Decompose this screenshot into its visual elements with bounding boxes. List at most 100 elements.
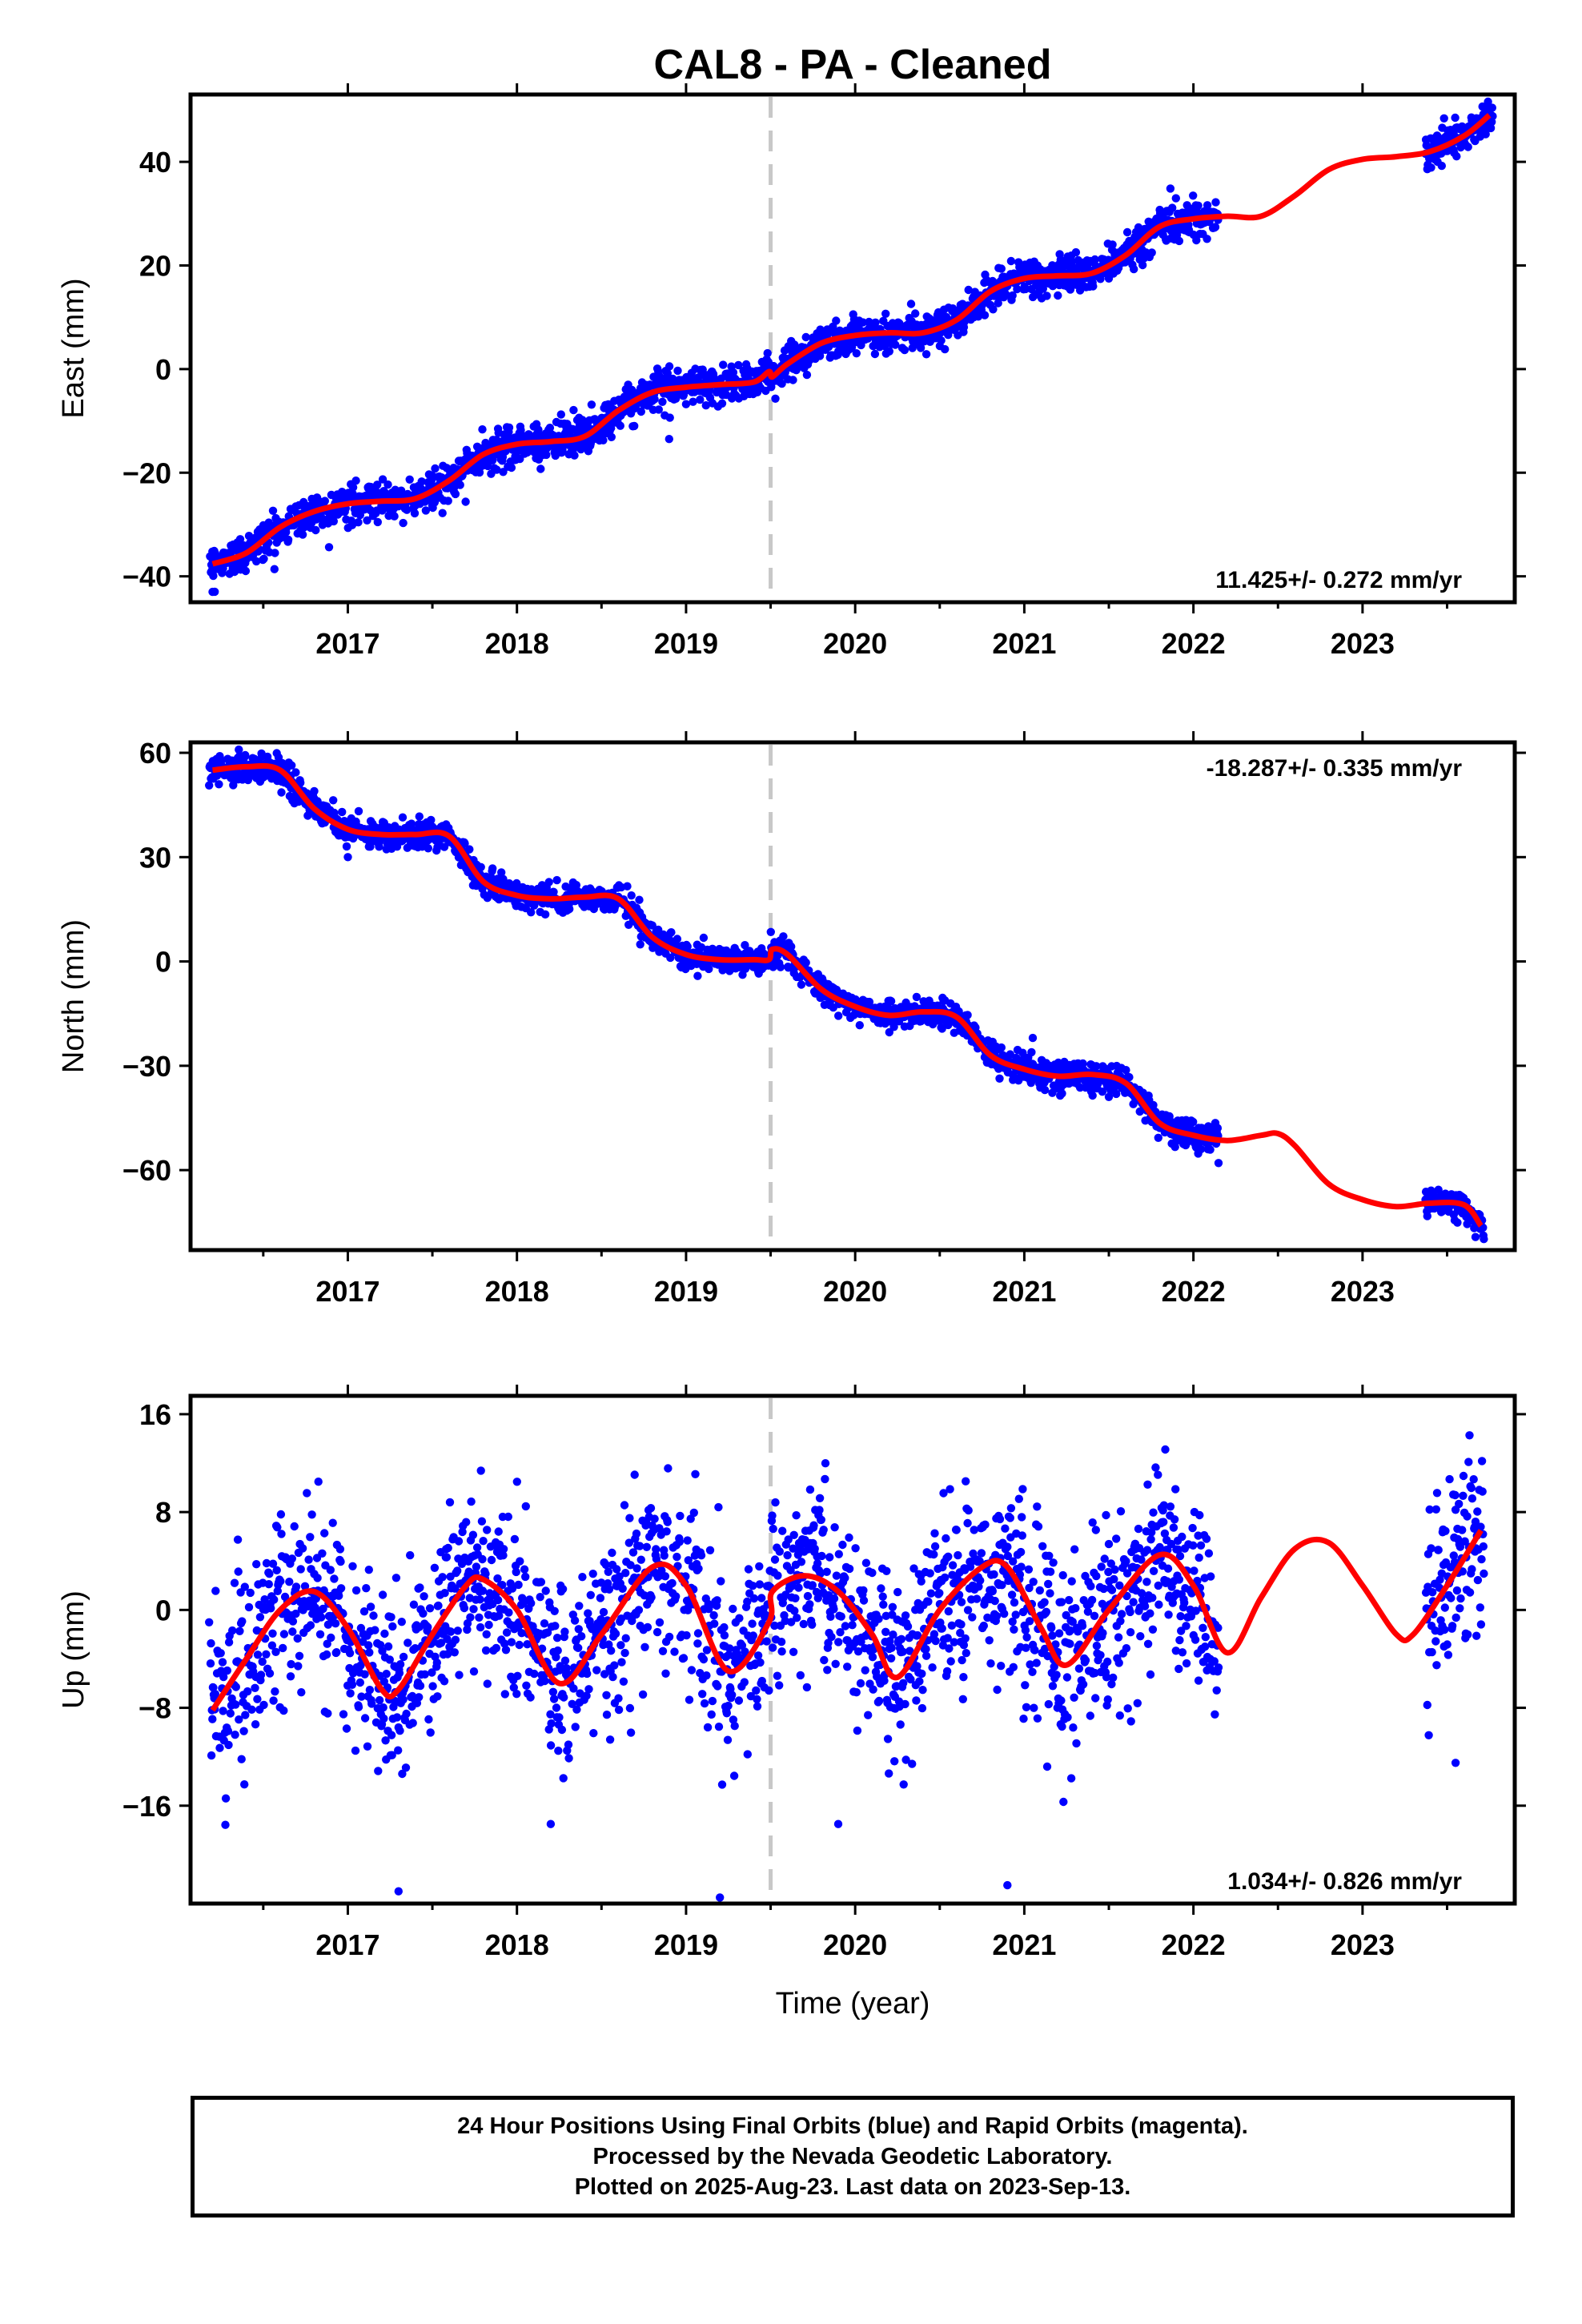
data-point <box>610 1661 619 1670</box>
data-point <box>424 1622 432 1632</box>
data-point <box>287 761 296 770</box>
data-point <box>618 1584 627 1594</box>
data-point <box>515 1640 524 1650</box>
data-point <box>230 1578 239 1587</box>
data-point <box>574 1625 583 1634</box>
data-point <box>1021 284 1030 294</box>
data-point <box>741 941 749 950</box>
data-point <box>378 1590 387 1599</box>
data-point <box>398 813 408 822</box>
data-point <box>995 1074 1004 1084</box>
data-point <box>630 421 639 431</box>
data-point <box>428 1682 437 1691</box>
data-point <box>635 895 644 904</box>
x-tick-label: 2017 <box>315 627 379 660</box>
data-point <box>832 316 841 325</box>
data-point <box>500 1690 509 1699</box>
data-point <box>313 1574 322 1582</box>
data-point <box>1166 184 1175 193</box>
data-point <box>273 1586 282 1596</box>
data-point <box>451 1635 460 1644</box>
data-point <box>375 1695 384 1705</box>
data-point <box>626 1728 636 1737</box>
data-point <box>295 1651 304 1660</box>
data-point <box>571 1723 580 1731</box>
x-tick-label: 2020 <box>823 1275 887 1308</box>
data-point <box>215 1743 224 1752</box>
data-point <box>871 318 880 327</box>
data-point <box>570 1616 580 1625</box>
data-point <box>359 1607 369 1616</box>
data-point <box>734 360 743 370</box>
data-point <box>546 1710 555 1719</box>
data-point <box>476 1622 485 1632</box>
data-point <box>885 1027 894 1037</box>
data-point <box>886 997 896 1006</box>
data-point <box>362 1584 371 1593</box>
data-point <box>596 1578 606 1587</box>
x-tick-label: 2017 <box>315 1275 379 1308</box>
data-point <box>834 1011 843 1020</box>
x-tick-label: 2021 <box>992 1275 1056 1308</box>
data-point <box>366 1602 375 1611</box>
data-point <box>348 1562 357 1571</box>
data-point <box>546 1741 556 1750</box>
data-point <box>267 1604 275 1613</box>
data-point <box>421 506 431 515</box>
data-point <box>650 395 659 404</box>
data-point <box>502 1628 512 1637</box>
data-point <box>231 1700 240 1709</box>
data-point <box>279 1630 289 1638</box>
data-point <box>578 1573 587 1582</box>
data-point <box>648 921 656 930</box>
data-point <box>900 345 909 355</box>
data-point <box>247 1705 256 1714</box>
data-point <box>632 1529 641 1538</box>
data-point <box>271 1647 280 1656</box>
data-point <box>865 997 874 1007</box>
data-point <box>440 1677 449 1686</box>
data-point <box>401 1763 411 1772</box>
outlier-point <box>1028 1033 1038 1043</box>
data-point <box>615 1572 624 1581</box>
data-point <box>569 405 578 415</box>
data-point <box>468 1530 478 1539</box>
data-point <box>391 1574 401 1582</box>
data-point <box>1471 1232 1480 1241</box>
data-point <box>228 1626 237 1635</box>
data-point <box>522 1681 531 1690</box>
data-point <box>404 1638 412 1647</box>
data-point <box>520 1565 529 1574</box>
data-point <box>1168 203 1177 212</box>
data-point <box>616 1641 625 1650</box>
data-point <box>453 1566 462 1575</box>
y-tick-label: −60 <box>122 1154 171 1187</box>
data-point <box>500 1639 509 1648</box>
data-point <box>658 397 667 406</box>
data-point <box>277 788 286 797</box>
data-point <box>328 1518 337 1527</box>
data-point <box>397 1618 406 1626</box>
data-point <box>409 1600 419 1609</box>
data-point <box>477 1517 487 1526</box>
data-point <box>306 1621 315 1630</box>
data-point <box>381 1736 390 1745</box>
data-point <box>552 875 561 885</box>
data-point <box>497 437 506 446</box>
data-point <box>499 1545 508 1554</box>
y-axis-label: East (mm) <box>57 278 90 418</box>
data-point <box>673 935 682 943</box>
data-point <box>405 475 414 484</box>
data-point <box>667 928 676 937</box>
x-tick-label: 2019 <box>654 1275 718 1308</box>
data-point <box>360 1714 370 1723</box>
data-point <box>1006 256 1016 266</box>
observation-points <box>205 1431 1488 1902</box>
data-point <box>320 1529 329 1538</box>
data-point <box>481 1570 490 1578</box>
data-point <box>336 1584 346 1593</box>
data-point <box>373 517 382 527</box>
data-point <box>551 1622 560 1630</box>
